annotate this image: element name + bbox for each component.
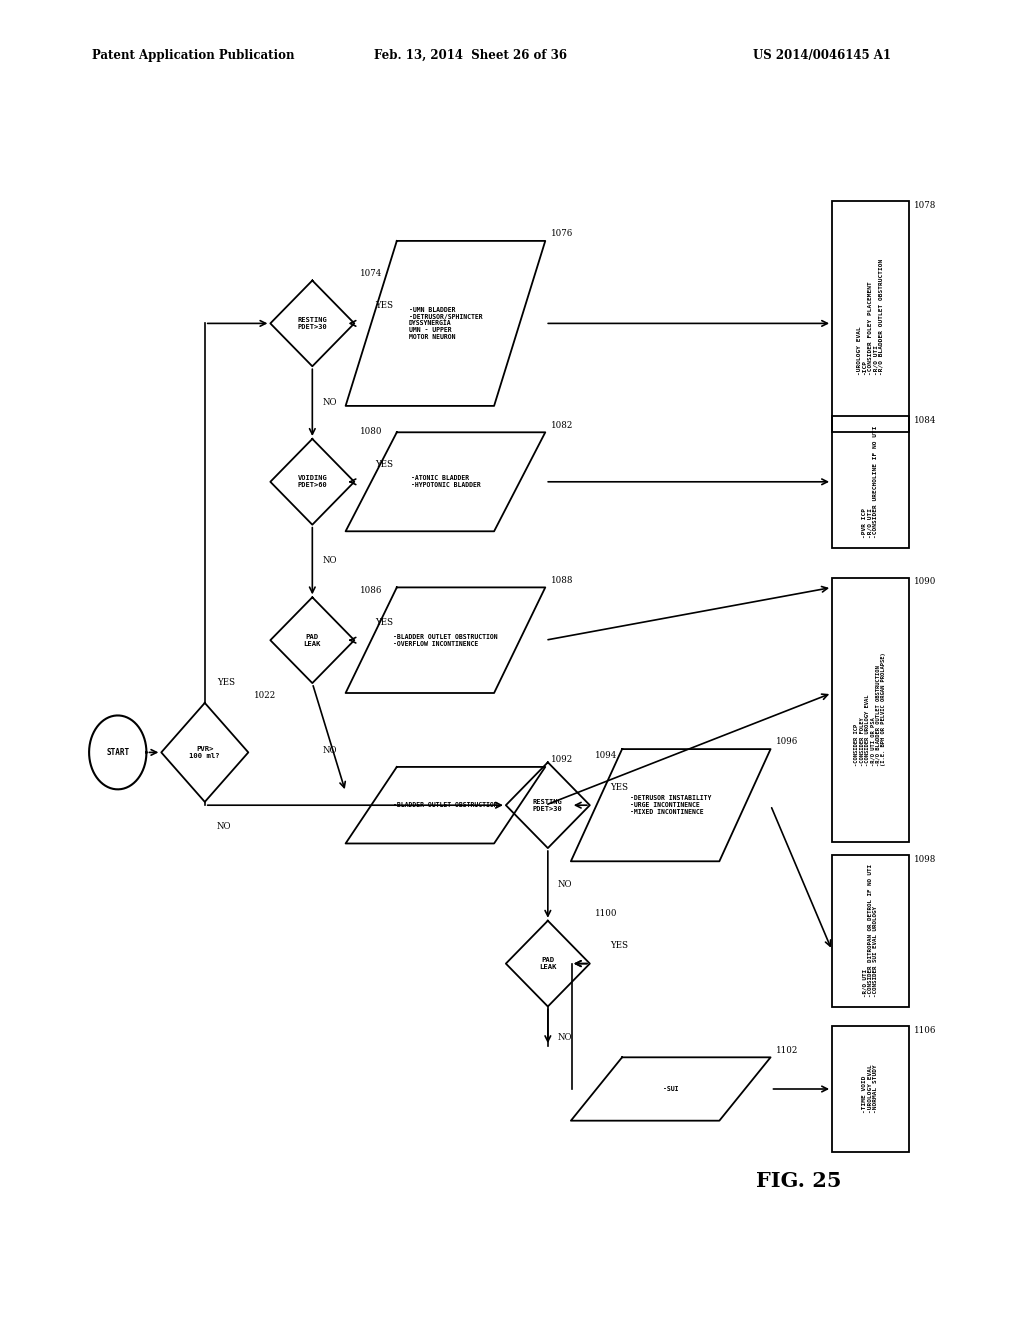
Text: NO: NO: [558, 880, 572, 888]
Text: -BLADDER OUTLET OBSTRUCTION: -BLADDER OUTLET OBSTRUCTION: [393, 803, 498, 808]
Text: PAD
LEAK: PAD LEAK: [303, 634, 322, 647]
Bar: [831, 578, 909, 842]
Text: VOIDING
PDET>60: VOIDING PDET>60: [297, 475, 328, 488]
Text: NO: NO: [323, 399, 337, 407]
Text: PVR>
100 ml?: PVR> 100 ml?: [189, 746, 220, 759]
Text: YES: YES: [610, 941, 629, 950]
Text: YES: YES: [375, 301, 393, 310]
Text: YES: YES: [610, 783, 629, 792]
Text: 1086: 1086: [359, 586, 382, 594]
Text: 1088: 1088: [551, 576, 572, 585]
Text: RESTING
PDET>30: RESTING PDET>30: [532, 799, 563, 812]
Text: -SUI: -SUI: [663, 1086, 679, 1092]
Text: 1102: 1102: [776, 1045, 798, 1055]
Text: 1106: 1106: [913, 1027, 936, 1035]
Text: NO: NO: [558, 1032, 572, 1041]
Text: 1022: 1022: [254, 692, 275, 700]
Bar: [831, 416, 909, 548]
Bar: [831, 855, 909, 1006]
Text: 1084: 1084: [913, 416, 936, 425]
Text: 1092: 1092: [551, 755, 572, 764]
Text: -DETRUSOR INSTABILITY
-URGE INCONTINENCE
-MIXED INCONTINENCE: -DETRUSOR INSTABILITY -URGE INCONTINENCE…: [630, 796, 712, 814]
Text: START: START: [106, 748, 129, 756]
Text: 1098: 1098: [913, 855, 936, 863]
Text: -UMN BLADDER
-DETRUSOR/SPHINCTER
DYSSYNERGIA
UMN - UPPER
MOTOR NEURON: -UMN BLADDER -DETRUSOR/SPHINCTER DYSSYNE…: [409, 306, 482, 339]
Text: -R/O UTI
-CONSIDER DITROPAN OR DETROL IF NO UTI
-CONSIDER SUI EVAL UROLOGY: -R/O UTI -CONSIDER DITROPAN OR DETROL IF…: [862, 865, 879, 997]
Text: YES: YES: [217, 678, 236, 686]
Text: -TIME VOID
-UROLOGY EVAL
-NORMAL STUDY: -TIME VOID -UROLOGY EVAL -NORMAL STUDY: [862, 1065, 879, 1113]
Text: -BLADDER OUTLET OBSTRUCTION
-OVERFLOW INCONTINENCE: -BLADDER OUTLET OBSTRUCTION -OVERFLOW IN…: [393, 634, 498, 647]
Text: Patent Application Publication: Patent Application Publication: [92, 49, 295, 62]
Text: 1094: 1094: [595, 751, 617, 759]
Text: 1100: 1100: [595, 909, 617, 919]
Text: NO: NO: [217, 821, 231, 830]
Bar: [831, 1027, 909, 1151]
Text: FIG. 25: FIG. 25: [756, 1171, 842, 1192]
Text: 1078: 1078: [913, 201, 936, 210]
Text: NO: NO: [323, 746, 337, 755]
Text: YES: YES: [375, 618, 393, 627]
Text: -UROLOGY EVAL
-ICP
-CONSIDER FOLEY PLACEMENT
-R/O UTI
-R/O BLADDER OUTLET OBSTRU: -UROLOGY EVAL -ICP -CONSIDER FOLEY PLACE…: [857, 259, 884, 375]
Text: -PVR ICP
-R/O UTI
-CONSIDER URECHOLINE IF NO UTI: -PVR ICP -R/O UTI -CONSIDER URECHOLINE I…: [862, 425, 879, 539]
Text: RESTING
PDET>30: RESTING PDET>30: [297, 317, 328, 330]
Text: 1082: 1082: [551, 421, 572, 430]
Text: PAD
LEAK: PAD LEAK: [539, 957, 557, 970]
Text: 1096: 1096: [776, 738, 798, 747]
Bar: [831, 202, 909, 433]
Text: YES: YES: [375, 459, 393, 469]
Text: US 2014/0046145 A1: US 2014/0046145 A1: [753, 49, 891, 62]
Text: NO: NO: [323, 557, 337, 565]
Text: 1074: 1074: [359, 269, 382, 279]
Text: 1080: 1080: [359, 428, 382, 436]
Text: -CONSIDER ICP
-CONSIDER FOLEY
-CONSIDER UROLOGY EVAL
-R/O UTI OR PSA
-R/O BLADDE: -CONSIDER ICP -CONSIDER FOLEY -CONSIDER …: [854, 652, 887, 767]
Text: 1076: 1076: [551, 230, 572, 238]
Text: 1090: 1090: [913, 578, 936, 586]
Text: -ATONIC BLADDER
-HYPOTONIC BLADDER: -ATONIC BLADDER -HYPOTONIC BLADDER: [411, 475, 480, 488]
Text: Feb. 13, 2014  Sheet 26 of 36: Feb. 13, 2014 Sheet 26 of 36: [374, 49, 566, 62]
